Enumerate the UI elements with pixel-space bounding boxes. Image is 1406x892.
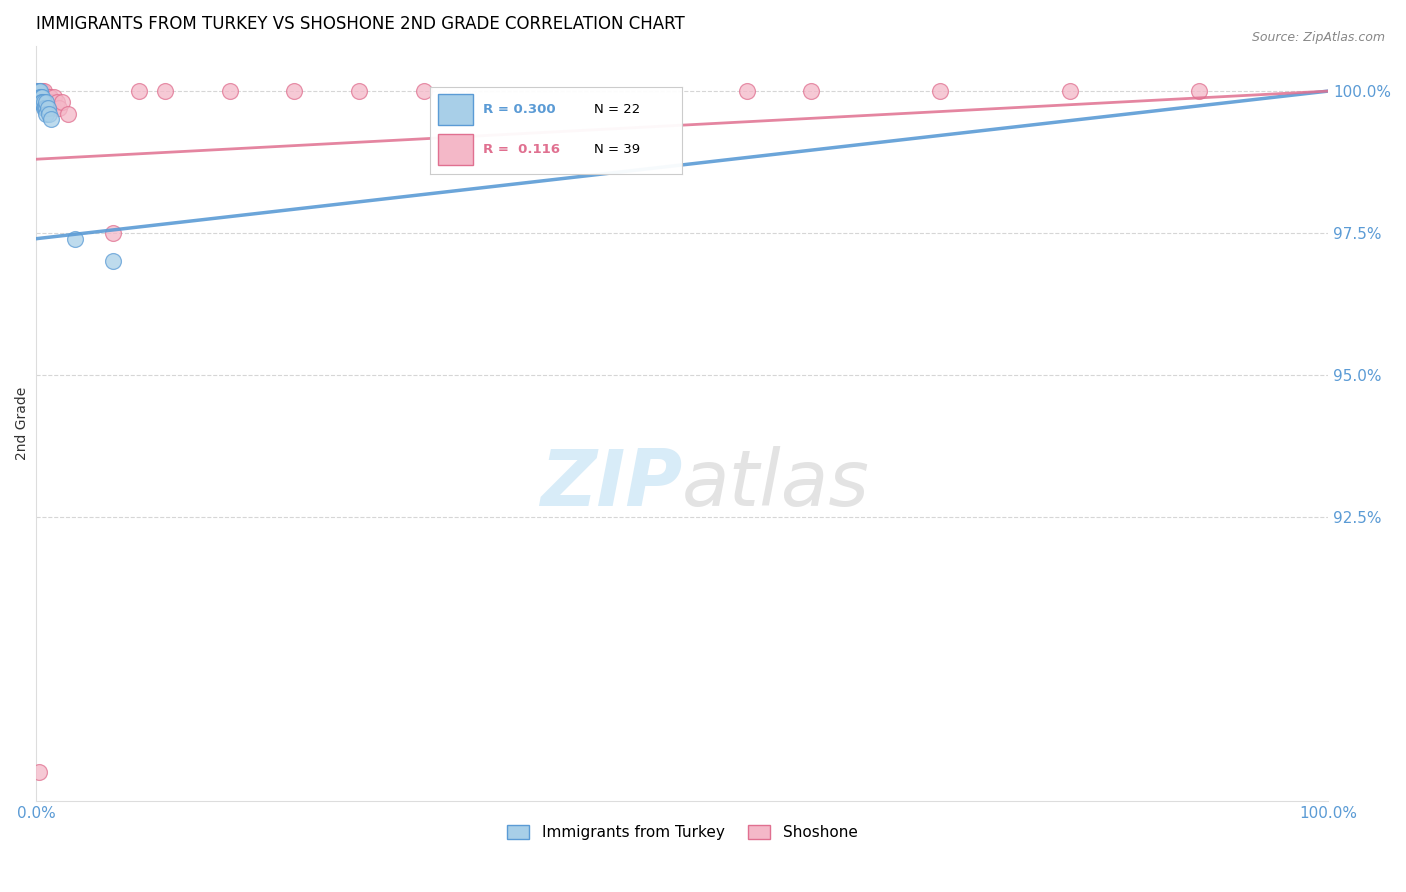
Point [63,232,86,246]
Point [28,95,51,110]
Point [153,84,176,98]
Point [103,254,125,268]
Point [32,84,55,98]
Point [27,84,49,98]
Point [25,89,48,103]
Point [41,95,63,110]
Point [27,84,49,98]
Point [35,89,58,103]
Point [25,84,48,98]
Point [31,95,53,110]
Point [58,107,80,121]
Point [31,84,53,98]
Point [1059,84,1081,98]
Point [347,84,370,98]
Point [412,84,434,98]
Point [51,95,73,110]
Point [30,95,52,110]
Point [35,107,58,121]
Point [28,89,51,103]
Point [45,95,67,110]
Point [48,101,70,115]
Point [37,89,59,103]
Point [800,84,823,98]
Y-axis label: 2nd Grade: 2nd Grade [15,386,30,460]
Point [37,101,59,115]
Point [1188,84,1211,98]
Point [31,89,53,103]
Point [30,89,52,103]
Point [735,84,758,98]
Point [42,89,65,103]
Point [128,84,150,98]
Text: Source: ZipAtlas.com: Source: ZipAtlas.com [1251,31,1385,45]
Point [41,112,63,127]
Point [31,95,53,110]
Point [30,89,52,103]
Point [38,89,60,103]
Point [27,89,49,103]
Point [283,84,305,98]
Point [39,89,62,103]
Point [32,101,55,115]
Point [28,84,51,98]
Point [35,95,58,110]
Point [42,101,65,115]
Point [103,226,125,240]
Point [28,89,51,103]
Point [34,95,56,110]
Point [27,89,49,103]
Point [218,84,240,98]
Point [27,765,49,780]
Point [32,89,55,103]
Point [31,89,53,103]
Point [38,95,60,110]
Text: ZIP: ZIP [540,446,682,522]
Point [929,84,952,98]
Point [34,101,56,115]
Point [25,84,48,98]
Point [34,89,56,103]
Point [30,84,52,98]
Point [28,84,51,98]
Text: atlas: atlas [682,446,870,522]
Legend: Immigrants from Turkey, Shoshone: Immigrants from Turkey, Shoshone [501,819,863,847]
Point [35,101,58,115]
Point [32,95,55,110]
Point [38,107,60,121]
Text: IMMIGRANTS FROM TURKEY VS SHOSHONE 2ND GRADE CORRELATION CHART: IMMIGRANTS FROM TURKEY VS SHOSHONE 2ND G… [37,15,685,33]
